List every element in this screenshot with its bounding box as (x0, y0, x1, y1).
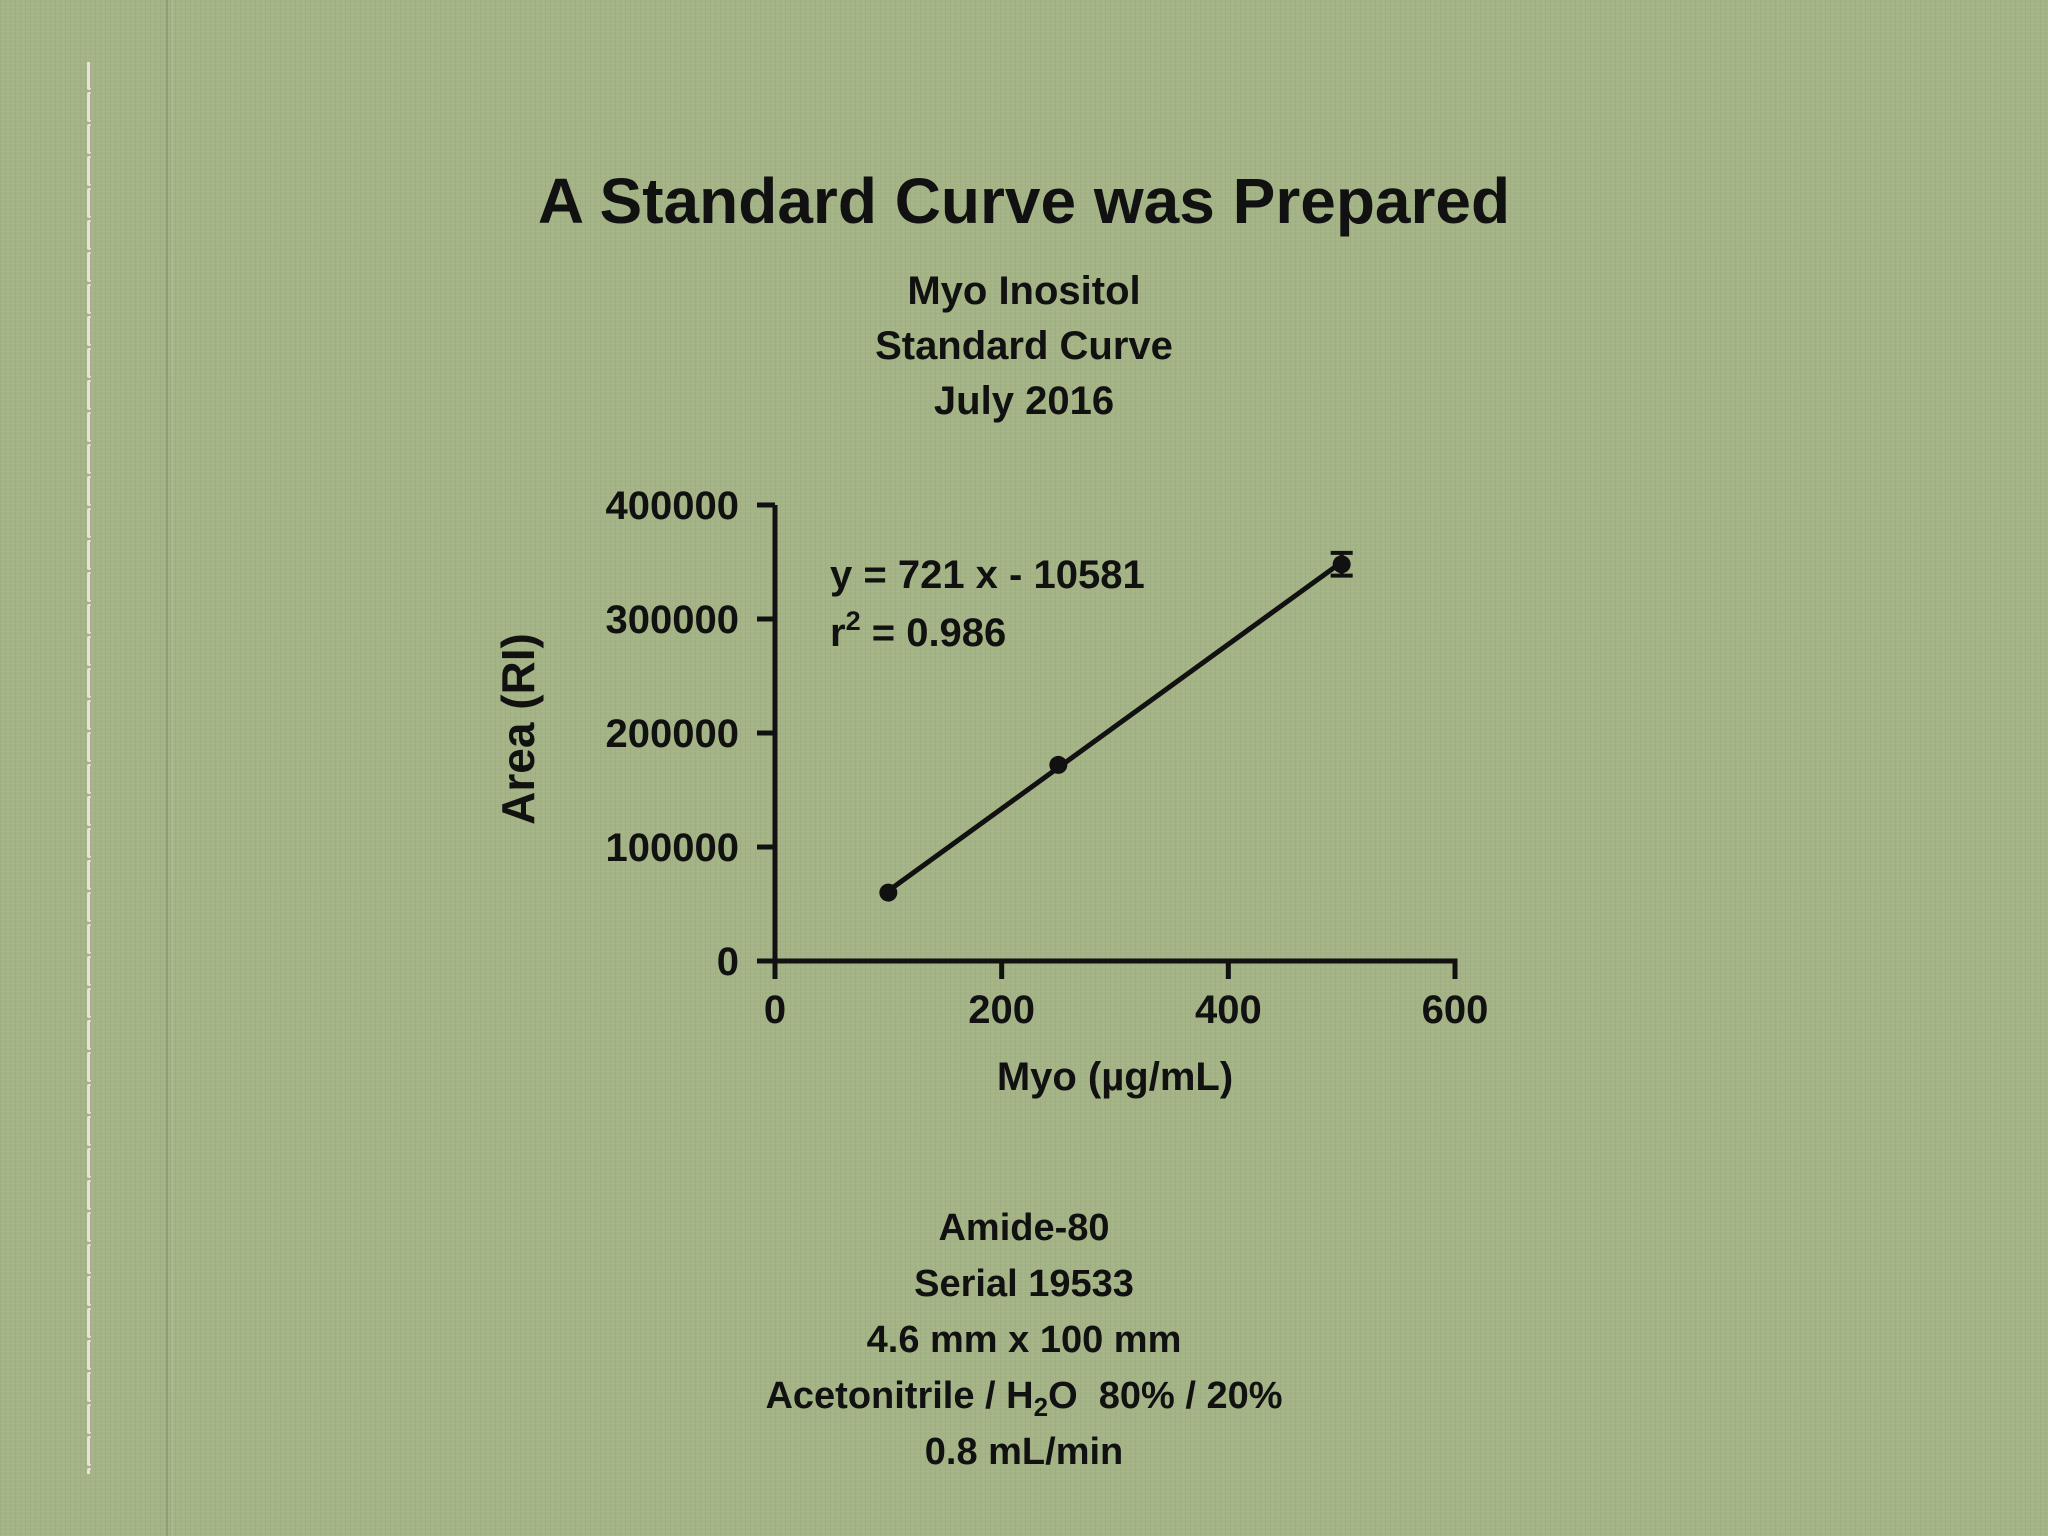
column-serial: Serial 19533 (914, 1263, 1134, 1305)
chart-marks (879, 550, 1353, 902)
y-tick-label: 300000 (606, 598, 739, 642)
r-squared-exponent: 2 (846, 606, 861, 636)
r-squared-symbol: r (830, 611, 846, 655)
y-tick-label: 200000 (606, 712, 739, 756)
column-name: Amide-80 (938, 1207, 1110, 1249)
chart-axes: 0 100000 200000 300000 400000 0 200 400 600 (606, 484, 1489, 1032)
flow-rate: 0.8 mL/min (924, 1431, 1124, 1473)
binding-line (166, 0, 168, 1536)
y-axis-label: Area (RI) (492, 633, 544, 825)
x-tick-label: 600 (1422, 988, 1489, 1032)
r-squared-label: r2 = 0.986 (830, 606, 1006, 655)
data-point (879, 883, 898, 902)
binding-line-highlight (172, 0, 173, 1536)
data-point (1332, 555, 1351, 574)
x-axis-label: Myo (µg/mL) (997, 1055, 1233, 1099)
y-tick-label: 0 (717, 940, 739, 984)
regression-line (886, 560, 1344, 893)
y-tick-label: 100000 (606, 826, 739, 870)
mobile-phase-suffix: O 80% / 20% (1048, 1375, 1283, 1417)
subtitle-line-1: Myo Inositol (907, 269, 1141, 313)
slide-title: A Standard Curve was Prepared (537, 165, 1511, 237)
x-tick-label: 400 (1195, 988, 1262, 1032)
mobile-phase: Acetonitrile / H2O 80% / 20% (0, 1368, 2048, 1424)
subtitle-line-3: July 2016 (933, 379, 1115, 423)
column-dimensions: 4.6 mm x 100 mm (866, 1319, 1182, 1361)
mobile-phase-subscript: 2 (1033, 1392, 1049, 1422)
x-tick-label: 200 (968, 988, 1035, 1032)
x-tick-label: 0 (764, 988, 786, 1032)
stitching-decoration (87, 62, 91, 1474)
chart-subtitle: Myo Inositol Standard Curve July 2016 (0, 264, 2048, 429)
column-conditions: Amide-80 Serial 19533 4.6 mm x 100 mm Ac… (0, 1200, 2048, 1480)
data-point (1049, 755, 1068, 774)
r-squared-value: = 0.986 (861, 611, 1007, 655)
fit-equation-label: y = 721 x - 10581 (830, 553, 1145, 597)
mobile-phase-prefix: Acetonitrile / H (765, 1375, 1034, 1417)
y-tick-label: 400000 (606, 484, 739, 528)
subtitle-line-2: Standard Curve (875, 324, 1173, 368)
